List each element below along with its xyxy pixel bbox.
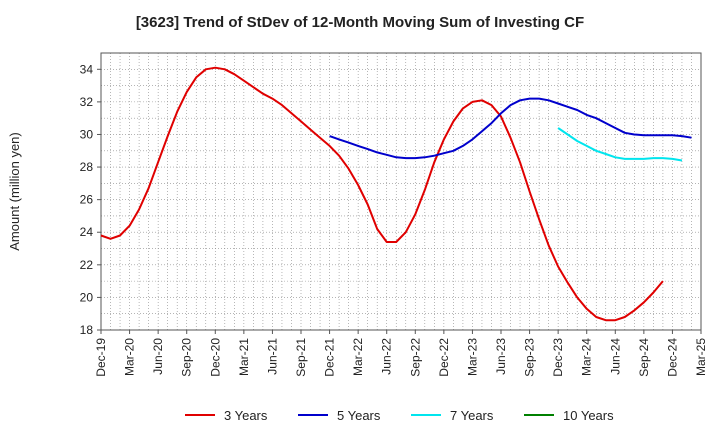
y-tick-label: 22 bbox=[80, 258, 94, 272]
x-tick-label: Sep-20 bbox=[180, 338, 194, 377]
x-tick-label: Mar-21 bbox=[237, 338, 251, 376]
y-tick-label: 18 bbox=[80, 323, 94, 337]
x-tick-label: Dec-19 bbox=[94, 338, 108, 377]
x-tick-label: Dec-24 bbox=[665, 338, 679, 377]
series-lines bbox=[100, 66, 692, 322]
x-tick-label: Dec-23 bbox=[551, 338, 565, 377]
x-tick-label: Dec-21 bbox=[323, 338, 337, 377]
x-tick-label: Mar-20 bbox=[123, 338, 137, 376]
x-tick-label: Mar-22 bbox=[351, 338, 365, 376]
series-line-5-years bbox=[329, 97, 692, 160]
x-tick-label: Jun-21 bbox=[265, 338, 279, 375]
y-tick-label: 20 bbox=[80, 290, 94, 304]
plot-area bbox=[101, 53, 701, 330]
y-tick-label: 34 bbox=[80, 62, 94, 76]
y-tick-label: 32 bbox=[80, 95, 94, 109]
x-tick-label: Mar-25 bbox=[694, 338, 708, 376]
series-line-3-years bbox=[100, 66, 664, 322]
x-tick-label: Dec-20 bbox=[208, 338, 222, 377]
legend-label: 3 Years bbox=[224, 408, 268, 423]
x-axis: Dec-19 Mar-20 Jun-20 Sep-20 Dec-20 Mar-21 Jun-… bbox=[94, 330, 708, 377]
x-tick-label: Sep-23 bbox=[523, 338, 537, 377]
legend-label: 7 Years bbox=[450, 408, 494, 423]
x-tick-label: Jun-22 bbox=[380, 338, 394, 375]
grid-lines bbox=[101, 53, 701, 330]
legend-label: 5 Years bbox=[337, 408, 381, 423]
x-tick-label: Mar-23 bbox=[465, 338, 479, 376]
x-tick-label: Dec-22 bbox=[437, 338, 451, 377]
x-tick-label: Sep-22 bbox=[408, 338, 422, 377]
chart-title: [3623] Trend of StDev of 12-Month Moving… bbox=[135, 14, 585, 31]
series-line-7-years bbox=[557, 127, 683, 162]
x-tick-label: Jun-20 bbox=[151, 338, 165, 375]
x-tick-label: Jun-23 bbox=[494, 338, 508, 375]
x-tick-label: Sep-21 bbox=[294, 338, 308, 377]
x-tick-label: Jun-24 bbox=[608, 338, 622, 375]
y-axis: 18 20 22 24 26 28 30 32 34 bbox=[80, 62, 101, 337]
y-axis-label: Amount (million yen) bbox=[7, 132, 22, 251]
legend-label: 10 Years bbox=[563, 408, 614, 423]
y-tick-label: 26 bbox=[80, 193, 94, 207]
legend: 3 Years 5 Years 7 Years 10 Years bbox=[185, 408, 614, 423]
y-tick-label: 28 bbox=[80, 160, 94, 174]
y-tick-label: 24 bbox=[80, 225, 94, 239]
x-tick-label: Mar-24 bbox=[580, 338, 594, 376]
plot-frame bbox=[100, 52, 702, 331]
y-tick-label: 30 bbox=[80, 127, 94, 141]
x-tick-label: Sep-24 bbox=[637, 338, 651, 377]
